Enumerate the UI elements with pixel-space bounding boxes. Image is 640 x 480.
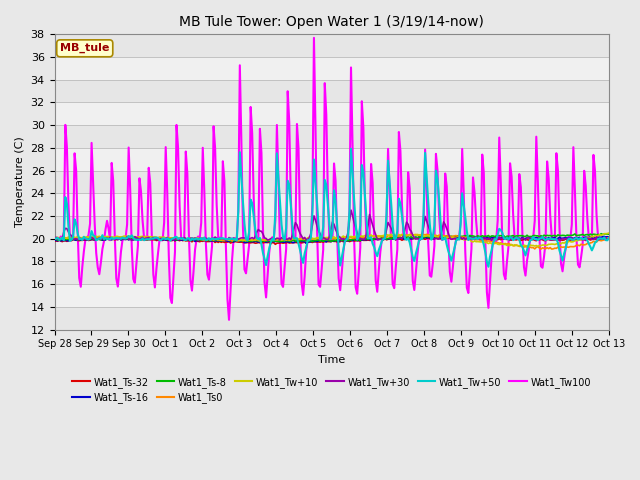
- Bar: [54, 125, 609, 148]
- Bar: [54, 216, 609, 239]
- Bar: [54, 170, 609, 193]
- Bar: [54, 35, 609, 57]
- Text: MB_tule: MB_tule: [60, 43, 109, 53]
- Y-axis label: Temperature (C): Temperature (C): [15, 137, 25, 228]
- Bar: [54, 262, 609, 284]
- X-axis label: Time: Time: [318, 355, 346, 365]
- Title: MB Tule Tower: Open Water 1 (3/19/14-now): MB Tule Tower: Open Water 1 (3/19/14-now…: [179, 15, 484, 29]
- Legend: Wat1_Ts-32, Wat1_Ts-16, Wat1_Ts-8, Wat1_Ts0, Wat1_Tw+10, Wat1_Tw+30, Wat1_Tw+50,: Wat1_Ts-32, Wat1_Ts-16, Wat1_Ts-8, Wat1_…: [68, 373, 595, 408]
- Bar: [54, 80, 609, 103]
- Bar: [54, 307, 609, 330]
